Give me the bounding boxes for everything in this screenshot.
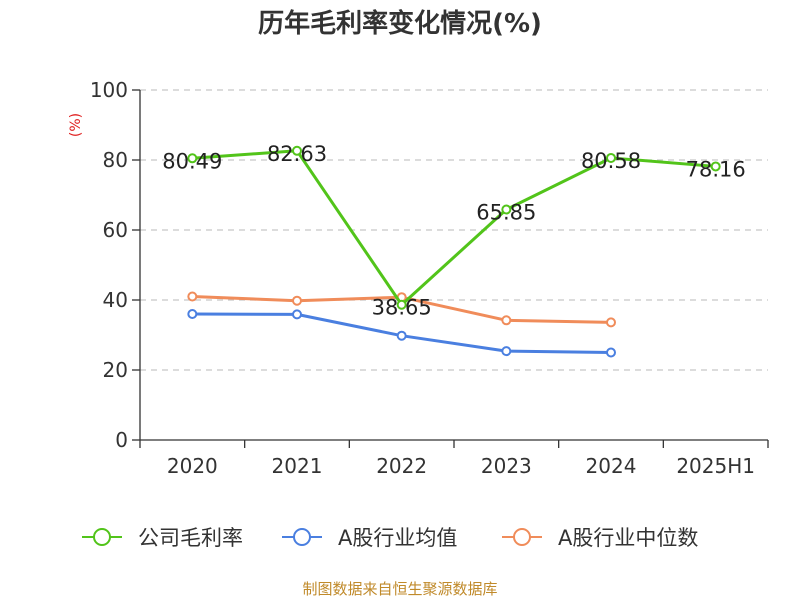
x-tick-label: 2021: [272, 454, 323, 478]
y-tick-label: 40: [103, 288, 128, 312]
data-label: 78.16: [686, 157, 746, 181]
x-tick-label: 2020: [167, 454, 218, 478]
legend-item[interactable]: 公司毛利率: [82, 526, 243, 550]
source-note: 制图数据来自恒生聚源数据库: [302, 580, 497, 598]
data-point[interactable]: [710, 161, 721, 172]
data-label: 65.85: [476, 201, 536, 225]
data-point[interactable]: [292, 145, 302, 156]
data-point[interactable]: [187, 153, 198, 164]
data-label: 82.63: [267, 142, 327, 166]
data-point[interactable]: [187, 291, 198, 302]
data-point[interactable]: [292, 295, 302, 306]
y-tick-label: 0: [115, 428, 128, 452]
data-labels: 80.49 82.63 38.65 65.85 80.58 78.16: [162, 142, 745, 320]
series-group: [187, 145, 721, 358]
series-line: [192, 149, 716, 307]
data-point[interactable]: [396, 330, 407, 341]
y-axis-unit: (%): [68, 113, 84, 137]
data-point[interactable]: [501, 315, 512, 326]
legend-item[interactable]: A股行业均值: [282, 526, 457, 550]
legend-label: A股行业中位数: [558, 526, 698, 550]
gridlines: [140, 89, 768, 371]
legend-marker-icon: [293, 528, 311, 546]
x-tick-label: 2024: [586, 454, 637, 478]
data-point[interactable]: [501, 204, 512, 215]
data-point[interactable]: [606, 152, 616, 163]
y-tick-label: 80: [103, 148, 128, 172]
data-point[interactable]: [606, 317, 616, 328]
legend-label: A股行业均值: [338, 526, 457, 550]
data-label: 80.58: [581, 149, 641, 173]
data-point[interactable]: [501, 346, 512, 357]
data-point[interactable]: [292, 309, 302, 320]
data-label: 38.65: [372, 296, 432, 320]
legend-item[interactable]: A股行业中位数: [502, 526, 698, 550]
data-point[interactable]: [606, 347, 616, 358]
axes: 0 20 40 60 80 100 2020 2021 2022 2023 2024 2025H1: [90, 78, 769, 478]
y-tick-label: 20: [103, 358, 128, 382]
legend-label: 公司毛利率: [138, 526, 243, 550]
x-tick-label: 2022: [376, 454, 427, 478]
x-tick-label: 2023: [481, 454, 532, 478]
data-point[interactable]: [396, 299, 407, 310]
y-tick-label: 60: [103, 218, 128, 242]
legend[interactable]: 公司毛利率 A股行业均值 A股行业中位数: [82, 526, 698, 550]
data-point[interactable]: [187, 309, 198, 319]
legend-marker-icon: [93, 528, 111, 546]
y-tick-label: 100: [90, 78, 128, 102]
legend-marker-icon: [513, 528, 531, 546]
chart-title: 历年毛利率变化情况(%): [258, 8, 542, 39]
x-tick-label: 2025H1: [676, 454, 755, 478]
data-label: 80.49: [162, 149, 222, 173]
